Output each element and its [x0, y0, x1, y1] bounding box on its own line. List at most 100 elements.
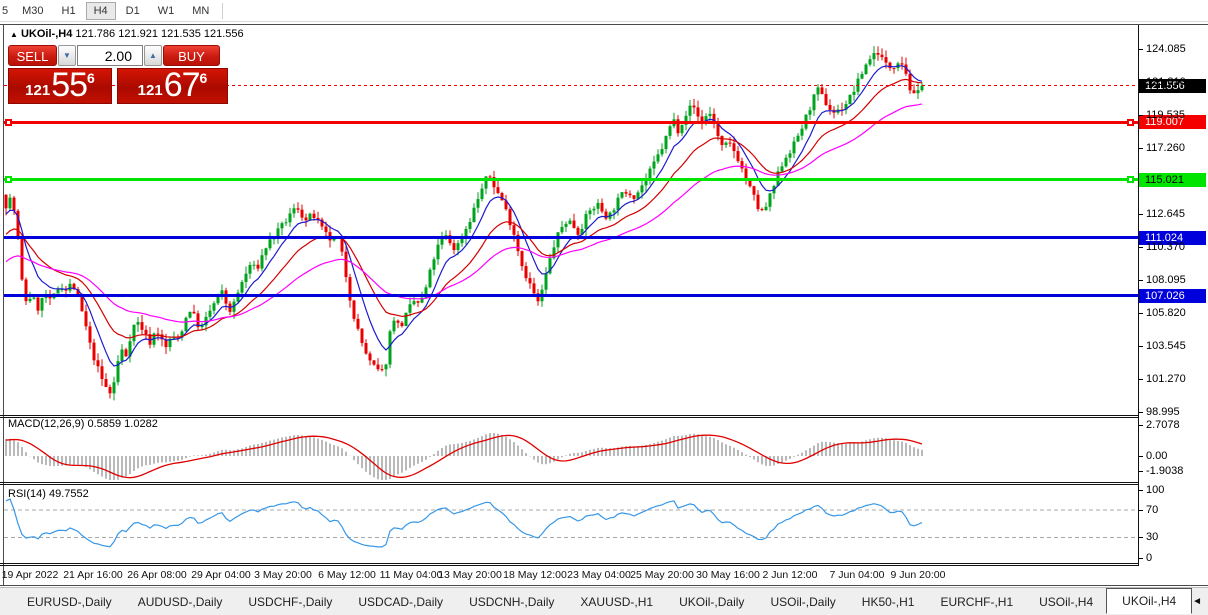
rsi-axis-label: 70 [1146, 504, 1159, 516]
candle-body [160, 334, 164, 340]
candle-body [464, 228, 468, 239]
chart-tab-eurusd-daily[interactable]: EURUSD-,Daily [27, 594, 112, 609]
timeframe-button-d1[interactable]: D1 [125, 4, 140, 17]
volume-decrease-button[interactable]: ▼ [58, 45, 76, 66]
candle-body [180, 331, 184, 338]
axis-tick [1139, 214, 1143, 215]
candle-body [468, 222, 472, 229]
chart-tab-usdcnh-daily[interactable]: USDCNH-,Daily [469, 594, 555, 609]
candle-body [904, 64, 908, 74]
candle-body [548, 258, 552, 274]
candle-body [592, 208, 596, 211]
candle-body [420, 297, 424, 303]
ma-line-45 [5, 103, 923, 323]
candle-body [360, 328, 364, 344]
candle-body [868, 59, 872, 65]
candle-body [688, 105, 692, 116]
timeframe-button-h1[interactable]: H1 [61, 4, 76, 17]
level-line-handle[interactable] [1127, 176, 1134, 184]
candle-body [408, 304, 412, 313]
candle-body [852, 91, 856, 95]
level-line-handle[interactable] [1127, 118, 1134, 126]
timeframe-button-w1[interactable]: W1 [157, 4, 175, 17]
candle-body [256, 264, 260, 269]
candle-body [88, 326, 92, 343]
timeframe-button-5[interactable]: 5 [2, 4, 9, 17]
candle-body [320, 219, 324, 227]
candle-body [828, 104, 832, 110]
axis-tick [1139, 425, 1143, 426]
level-line-119.007[interactable] [4, 120, 1138, 124]
candle-body [276, 228, 280, 238]
level-line-handle[interactable] [5, 118, 12, 126]
chart-tab-xauusd-h1[interactable]: XAUUSD-,H1 [580, 594, 654, 609]
candle-body [604, 211, 608, 219]
timeframe-button-h4[interactable]: H4 [85, 1, 116, 20]
chart-tab-ukoil-daily[interactable]: UKOil-,Daily [679, 594, 745, 609]
tab-scroll-left-button[interactable]: ◄ [1192, 596, 1203, 607]
level-line-115.021[interactable] [4, 178, 1138, 182]
pane-separator[interactable] [0, 417, 1139, 418]
axis-tick [1139, 471, 1143, 472]
y-axis-label: 117.260 [1146, 142, 1185, 154]
candle-body [744, 168, 748, 181]
volume-input[interactable] [77, 45, 143, 66]
chart-tab-usdcad-daily[interactable]: USDCAD-,Daily [358, 594, 444, 609]
chart-tab-audusd-daily[interactable]: AUDUSD-,Daily [137, 594, 223, 609]
volume-increase-button[interactable]: ▲ [144, 45, 162, 66]
ask-prefix: 121 [137, 82, 163, 99]
chart-tab-ukoil-h4[interactable]: UKOil-,H4 [1106, 587, 1193, 614]
candle-body [436, 244, 440, 260]
one-click-trade-panel: SELL ▼ ▲ BUY 121 55 6 121 67 6 [8, 45, 228, 104]
level-line-handle[interactable] [5, 176, 12, 184]
chart-tab-usoil-h4[interactable]: USOil-,H4 [1039, 594, 1094, 609]
pane-separator[interactable] [0, 484, 1139, 485]
candle-body [164, 339, 168, 348]
macd-label: MACD(12,26,9) 0.5859 1.0282 [8, 418, 158, 430]
chart-border [0, 585, 1208, 586]
candle-body [96, 360, 100, 367]
candle-body [412, 301, 416, 305]
macd-pane[interactable] [4, 418, 1138, 482]
candle-body [632, 195, 636, 199]
ma-line-8 [5, 65, 923, 367]
candle-body [388, 331, 392, 365]
level-line-111.024[interactable] [4, 236, 1138, 240]
y-axis-label: 110.370 [1146, 241, 1185, 253]
candle-body [704, 116, 708, 124]
candle-body [252, 264, 256, 266]
candle-body [144, 329, 148, 335]
candle-body [524, 266, 528, 279]
buy-button[interactable]: BUY [163, 45, 220, 66]
candle-body [156, 333, 160, 335]
pane-separator[interactable] [0, 482, 1139, 483]
x-axis-date-label: 25 May 20:00 [630, 569, 694, 581]
collapse-triangle-icon[interactable]: ▲ [10, 30, 18, 39]
pane-separator[interactable] [0, 415, 1139, 416]
candle-body [584, 214, 588, 229]
rsi-pane[interactable] [4, 485, 1138, 563]
current-price-badge: 121.556 [1139, 78, 1206, 93]
chart-tab-hk50-h1[interactable]: HK50-,H1 [861, 594, 915, 609]
chart-tab-usoil-daily[interactable]: USOil-,Daily [770, 594, 836, 609]
axis-tick [1139, 379, 1143, 380]
sell-button[interactable]: SELL [8, 45, 57, 66]
candle-body [820, 87, 824, 95]
candle-body [344, 251, 348, 278]
candle-body [488, 176, 492, 178]
candle-body [260, 255, 264, 269]
price-chart[interactable] [4, 25, 1138, 415]
candle-body [216, 294, 220, 304]
level-line-107.026[interactable] [4, 294, 1138, 297]
chart-tab-usdchf-daily[interactable]: USDCHF-,Daily [248, 594, 333, 609]
timeframe-button-m30[interactable]: M30 [22, 4, 44, 17]
timeframe-button-mn[interactable]: MN [192, 4, 210, 17]
chart-tab-eurchf-h1[interactable]: EURCHF-,H1 [940, 594, 1014, 609]
candle-body [656, 154, 660, 162]
candle-body [36, 297, 40, 311]
candle-body [4, 194, 8, 209]
ma-line-20 [5, 78, 923, 339]
y-axis-label: 108.095 [1146, 274, 1186, 286]
candle-body [728, 142, 732, 144]
candle-body [568, 220, 572, 224]
